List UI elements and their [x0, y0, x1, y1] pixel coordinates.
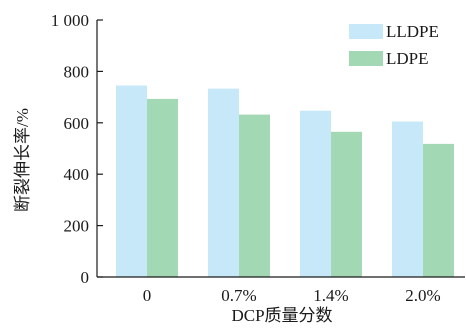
- bar-lldpe-1: [208, 88, 239, 277]
- bar-ldpe-2: [331, 131, 362, 277]
- y-axis-ticks: 0 200 400 600 800 1 000: [51, 11, 103, 287]
- plot-area: 0 200 400 600 800 1 000 0 0.7% 1.4% 2.0%: [51, 11, 465, 305]
- bar-lldpe-3: [392, 121, 423, 277]
- bar-lldpe-2: [300, 110, 331, 277]
- bar-ldpe-0: [147, 98, 178, 277]
- x-tick-label: 0.7%: [221, 286, 256, 305]
- x-tick-label: 0: [143, 286, 152, 305]
- legend-label-lldpe: LLDPE: [386, 22, 439, 41]
- y-tick-label: 600: [64, 114, 90, 133]
- bar-ldpe-1: [239, 114, 270, 278]
- legend: LLDPE LDPE: [349, 22, 439, 68]
- y-tick-label: 0: [81, 268, 90, 287]
- legend-label-ldpe: LDPE: [386, 49, 429, 68]
- legend-swatch-lldpe: [349, 24, 383, 39]
- y-tick-label: 200: [64, 217, 90, 236]
- y-tick-label: 800: [64, 62, 90, 81]
- bars: [116, 85, 454, 278]
- x-axis-title: DCP质量分数: [231, 306, 332, 325]
- y-axis-title: 断裂伸长率/%: [13, 108, 32, 212]
- x-axis-ticks: 0 0.7% 1.4% 2.0%: [143, 286, 441, 305]
- bar-lldpe-0: [116, 85, 147, 277]
- bar-ldpe-3: [423, 143, 454, 277]
- y-tick-label: 400: [64, 165, 90, 184]
- x-tick-label: 2.0%: [405, 286, 440, 305]
- legend-swatch-ldpe: [349, 51, 383, 66]
- x-tick-label: 1.4%: [313, 286, 348, 305]
- y-tick-label: 1 000: [51, 11, 89, 30]
